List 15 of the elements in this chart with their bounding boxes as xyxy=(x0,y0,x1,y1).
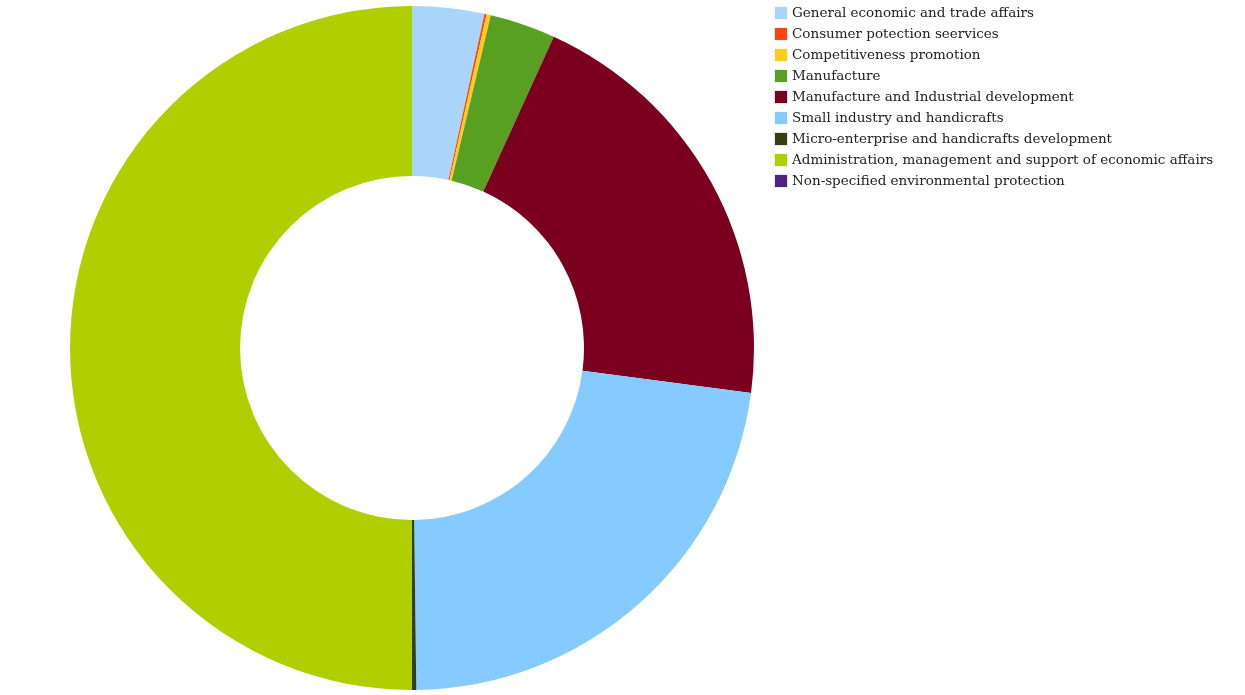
legend-label: Micro-enterprise and handicrafts development xyxy=(792,130,1113,146)
donut-slice xyxy=(412,6,485,180)
legend-label: General economic and trade affairs xyxy=(792,4,1035,20)
donut-slice xyxy=(70,6,412,690)
legend-label: Administration, management and support of economic affairs xyxy=(791,151,1214,167)
donut-slice xyxy=(414,370,752,690)
legend-label: Consumer potection seervices xyxy=(792,25,999,41)
legend-label: Non-specified environmental protection xyxy=(792,172,1066,188)
legend-label: Small industry and handicrafts xyxy=(792,109,1004,125)
legend-label: Competitiveness promotion xyxy=(792,46,981,62)
legend-label: Manufacture xyxy=(792,67,881,83)
legend-label: Manufacture and Industrial development xyxy=(792,88,1075,104)
donut-slice xyxy=(483,36,754,393)
donut-slice xyxy=(412,519,417,690)
donut-slice xyxy=(451,15,554,192)
